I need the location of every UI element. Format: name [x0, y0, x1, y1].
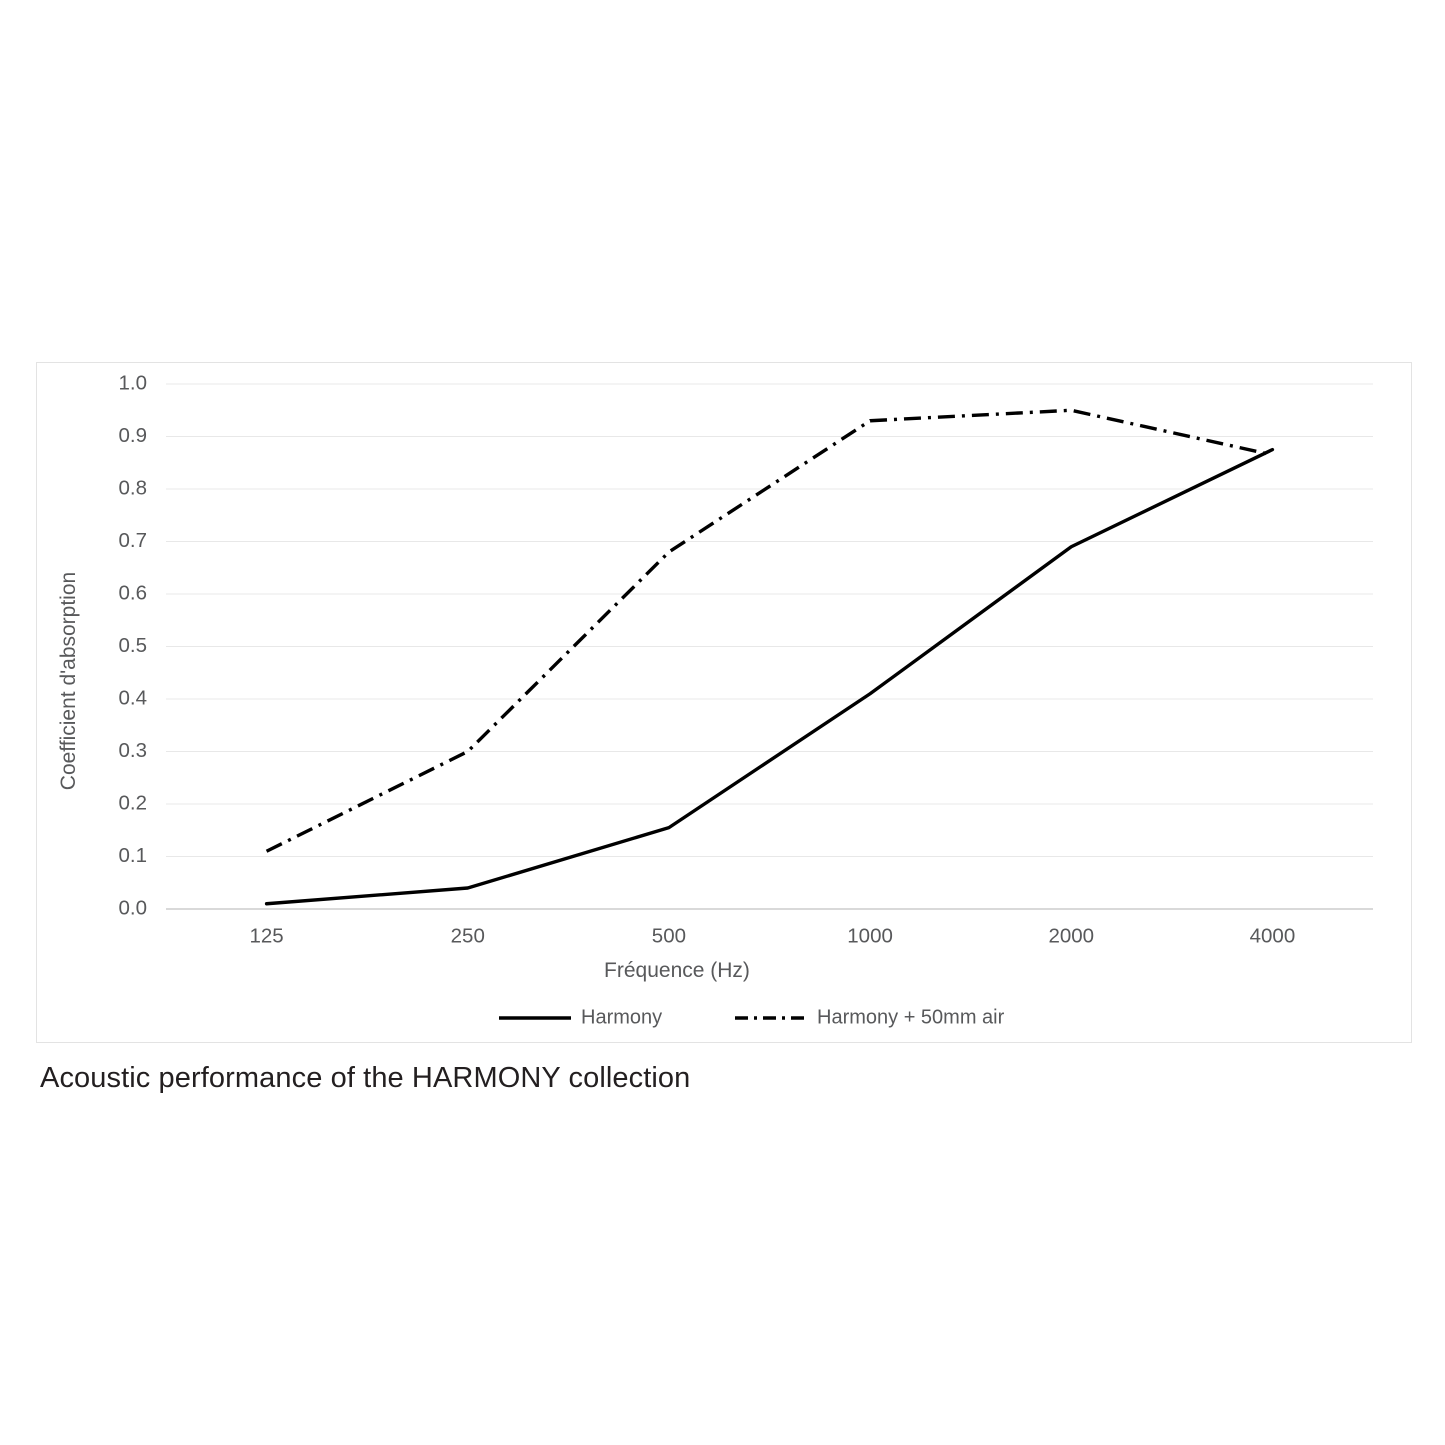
y-axis-tick-label: 0.7	[119, 529, 148, 552]
x-axis-tick-label: 4000	[1250, 924, 1296, 947]
x-axis-tick-label: 250	[451, 924, 485, 947]
series-line-1	[264, 447, 1275, 906]
y-axis-tick-label: 0.5	[119, 634, 148, 657]
y-axis-tick-label: 0.2	[119, 791, 148, 814]
x-axis-title: Fréquence (Hz)	[604, 959, 750, 982]
figure-caption: Acoustic performance of the HARMONY coll…	[40, 1062, 691, 1094]
legend-label-2: Harmony + 50mm air	[817, 1006, 1005, 1028]
y-axis-tick-label: 0.3	[119, 739, 148, 762]
y-axis-title: Coefficient d'absorption	[57, 572, 80, 790]
y-axis-tick-label: 0.6	[119, 581, 148, 604]
y-axis-tick-label: 0.1	[119, 844, 148, 867]
chart-container: 0.0 0.1 0.2 0.3 0.4 0.5 0.6 0.7 0.8 0.9 1.0 125 250…	[36, 362, 1412, 1043]
x-axis-tick-label: 500	[652, 924, 686, 947]
x-axis-tick-label: 125	[249, 924, 283, 947]
legend-label-1: Harmony	[581, 1006, 662, 1028]
y-axis-tick-label: 0.0	[119, 896, 148, 919]
y-axis-tick-label: 0.4	[119, 686, 148, 709]
grid-lines	[166, 383, 1373, 910]
x-axis-tick-label: 2000	[1048, 924, 1094, 947]
y-axis-tick-label: 0.9	[119, 424, 148, 447]
chart-legend: Harmony Harmony + 50mm air	[499, 1006, 1005, 1028]
y-axis-tick-label: 1.0	[119, 371, 148, 394]
y-axis-tick-label: 0.8	[119, 476, 148, 499]
x-axis-tick-label: 1000	[847, 924, 893, 947]
y-axis-tick-labels: 0.0 0.1 0.2 0.3 0.4 0.5 0.6 0.7 0.8 0.9 1.0	[119, 371, 148, 919]
x-axis-tick-labels: 125 250 500 1000 2000 4000	[249, 924, 1295, 947]
absorption-coefficient-line-chart: 0.0 0.1 0.2 0.3 0.4 0.5 0.6 0.7 0.8 0.9 1.0 125 250…	[57, 371, 1373, 1028]
series-line-2	[265, 408, 1273, 853]
data-series-group	[264, 408, 1275, 906]
